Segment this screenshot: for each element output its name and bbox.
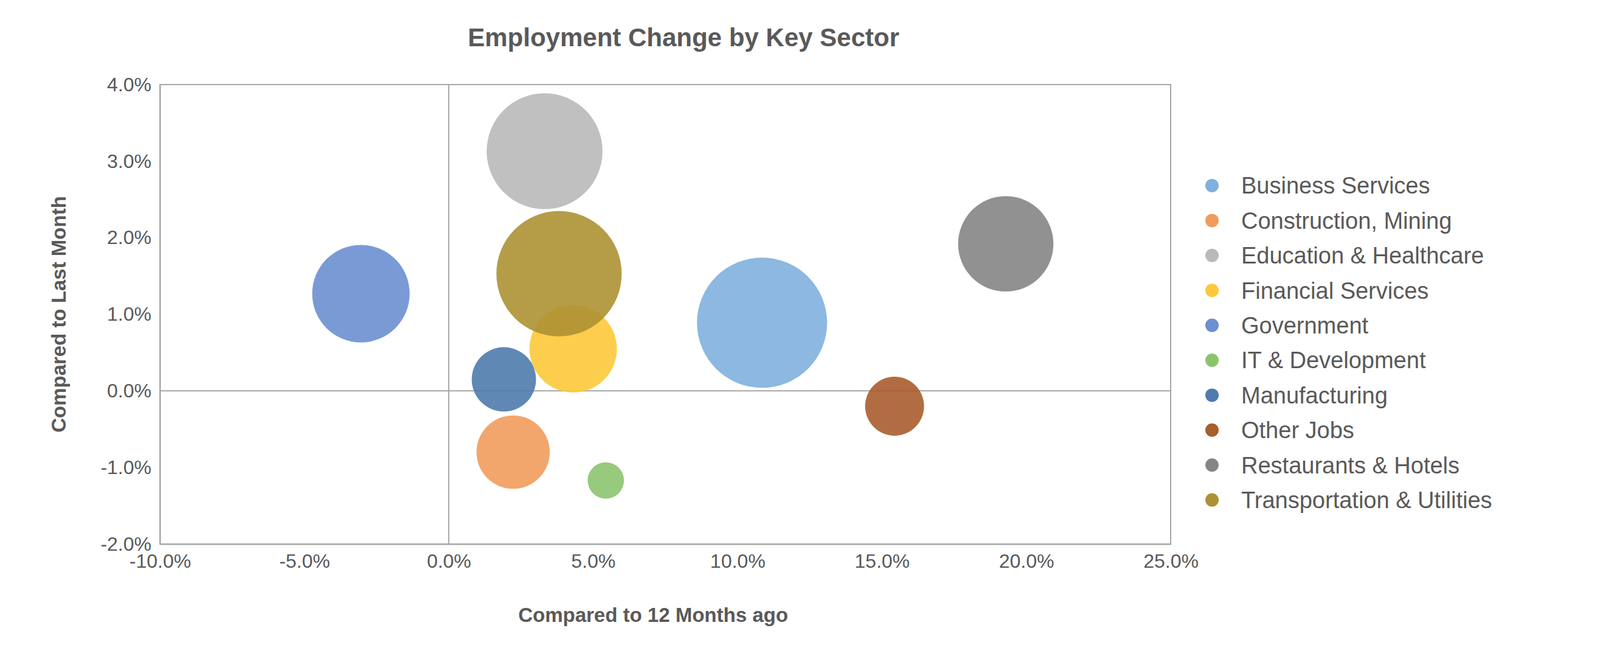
zero-line-y <box>159 389 1171 392</box>
tick-label: 15.0% <box>854 549 910 572</box>
legend-marker <box>1205 387 1219 402</box>
bubble <box>496 211 622 337</box>
tick-label: 0.0% <box>107 379 152 402</box>
legend-marker <box>1205 248 1219 263</box>
legend-label: Education & Healthcare <box>1241 242 1484 269</box>
tick-label: 4.0% <box>107 73 152 96</box>
legend-label: Construction, Mining <box>1241 207 1452 234</box>
bubble <box>957 195 1054 292</box>
title: Employment Change by Key Sector <box>467 23 900 52</box>
legend-label: Restaurants & Hotels <box>1241 452 1460 478</box>
legend-label: Other Jobs <box>1241 417 1355 443</box>
tick: 1.0% <box>107 302 160 325</box>
tick-label: 1.0% <box>107 302 152 325</box>
tick-label: -1.0% <box>100 456 152 478</box>
bubble <box>486 93 603 210</box>
legend-marker <box>1205 493 1219 507</box>
tick: 2.0% <box>107 226 160 249</box>
tick-label: 2.0% <box>107 226 152 249</box>
tick: 4.0% <box>107 73 160 96</box>
x-axis-title: Compared to 12 Months ago <box>518 603 789 626</box>
tick: -5.0% <box>279 543 331 572</box>
bubble <box>587 462 624 499</box>
legend-marker <box>1205 457 1219 472</box>
bubble <box>311 244 410 342</box>
legend-label: Manufacturing <box>1241 382 1388 409</box>
bubble <box>865 376 925 436</box>
legend-marker <box>1205 353 1219 367</box>
legend: Business Services Construction, Mining Edu… <box>1205 172 1493 513</box>
zero-line-x <box>448 84 450 544</box>
legend-label: Business Services <box>1241 172 1430 199</box>
tick-label: -5.0% <box>279 549 331 572</box>
legend-marker <box>1205 423 1219 437</box>
plot-frame <box>159 84 1171 544</box>
tick: -2.0% <box>100 532 160 555</box>
legend-marker <box>1205 178 1219 193</box>
tick: -1.0% <box>100 456 160 478</box>
axis-line <box>160 543 1172 545</box>
tick: 0.0% <box>107 379 160 402</box>
tick: 15.0% <box>854 543 910 572</box>
bubbles <box>311 93 1054 499</box>
tick: 25.0% <box>1143 543 1199 572</box>
tick: 5.0% <box>571 543 616 572</box>
tick-label: -2.0% <box>100 532 152 555</box>
legend-label: Government <box>1241 312 1369 339</box>
tick-label: 10.0% <box>710 549 766 572</box>
y-axis-title: Compared to Last Month <box>47 195 70 433</box>
tick-label: 25.0% <box>1143 549 1199 572</box>
tick: 20.0% <box>999 543 1055 572</box>
x-axis: -10.0%-5.0%0.0%5.0%10.0%15.0%20.0%25.0% <box>129 543 1199 572</box>
bubble <box>476 415 550 489</box>
tick-label: 5.0% <box>571 549 616 572</box>
legend-label: IT & Development <box>1241 347 1427 373</box>
legend-marker <box>1205 213 1219 227</box>
legend-marker <box>1205 283 1219 297</box>
legend-marker <box>1205 318 1219 333</box>
tick: 0.0% <box>426 543 472 572</box>
bubble <box>696 257 828 388</box>
tick-label: 0.0% <box>426 549 472 572</box>
tick-label: 20.0% <box>999 549 1055 572</box>
tick: 10.0% <box>710 543 766 572</box>
tick-label: 3.0% <box>107 150 152 173</box>
axis-line <box>159 85 162 545</box>
legend-label: Transportation & Utilities <box>1241 487 1493 513</box>
chart: -10.0%-5.0%0.0%5.0%10.0%15.0%20.0%25.0%-… <box>0 0 1600 656</box>
legend-label: Financial Services <box>1241 277 1429 304</box>
bubble <box>471 347 537 412</box>
y-axis: -2.0% -1.0% 0.0% 1.0% 2.0% 3.0% 4.0% <box>100 73 160 555</box>
tick: 3.0% <box>107 150 160 173</box>
